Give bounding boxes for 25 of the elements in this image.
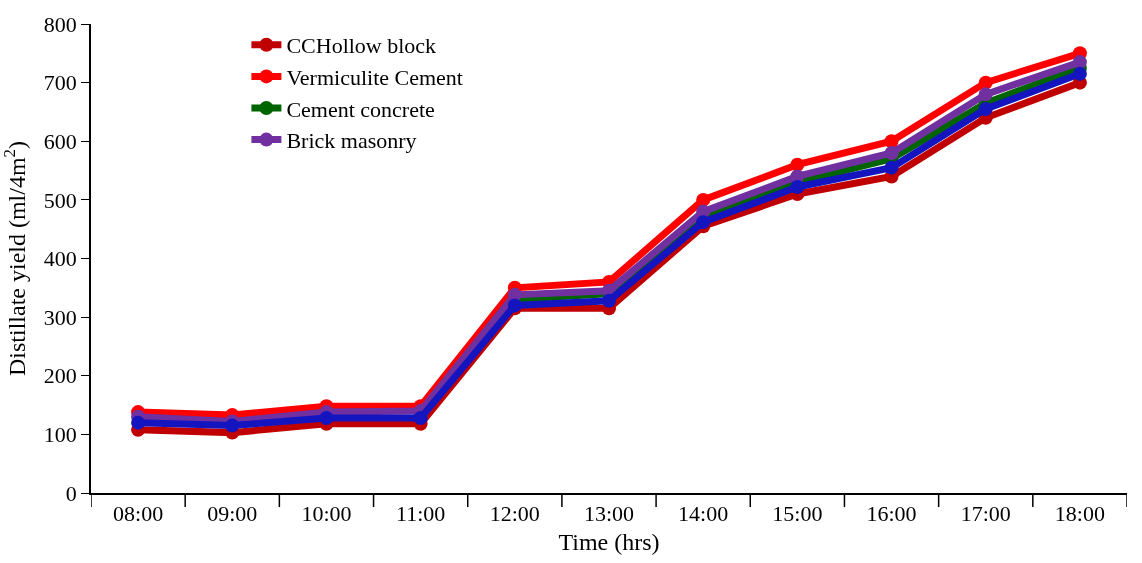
x-tick-label: 13:00 — [583, 501, 635, 527]
y-tick-label: 700 — [43, 70, 77, 96]
x-tick-label: 14:00 — [678, 501, 729, 527]
x-tick-label: 17:00 — [960, 501, 1011, 527]
y-tick-label: 800 — [43, 11, 77, 37]
y-tick-label: 0 — [65, 480, 77, 506]
x-tick-label: 08:00 — [113, 501, 164, 527]
legend-label: Cement concrete — [286, 96, 435, 122]
y-tick-label: 400 — [43, 246, 77, 272]
x-tick-label: 09:00 — [207, 501, 258, 527]
x-tick-label: 18:00 — [1054, 501, 1105, 527]
y-tick-label: 300 — [43, 304, 77, 330]
x-tick-label: 10:00 — [301, 501, 352, 527]
x-tick-label: 11:00 — [395, 501, 446, 527]
legend-label: Brick masonry — [286, 128, 417, 154]
y-tick-label: 600 — [43, 128, 77, 154]
x-tick-label: 12:00 — [489, 501, 540, 527]
y-tick-label: 500 — [43, 187, 77, 213]
x-tick-label: 15:00 — [772, 501, 823, 527]
legend-label: Vermiculite Cement — [286, 64, 463, 90]
y-tick-label: 100 — [43, 422, 77, 448]
legend-label: CCHollow block — [286, 33, 437, 59]
y-tick-label: 200 — [43, 363, 77, 389]
x-tick-label: 16:00 — [866, 501, 917, 527]
x-axis-title: Time (hrs) — [558, 528, 660, 555]
